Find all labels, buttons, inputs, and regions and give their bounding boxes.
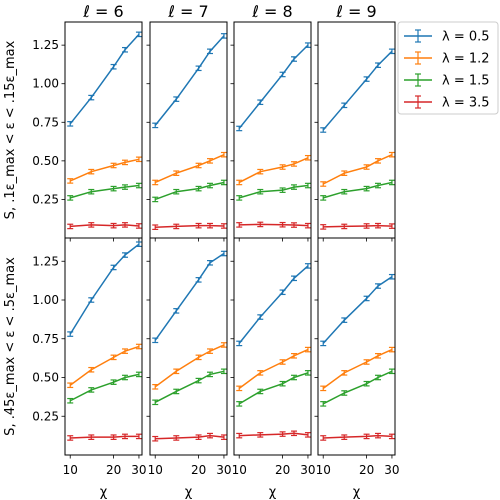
series-line-2 xyxy=(323,181,393,199)
x-tick-label: 30 xyxy=(131,463,146,477)
x-tick-label: 20 xyxy=(359,463,374,477)
series-line-2 xyxy=(70,184,140,199)
y-tick-label: 1.25 xyxy=(32,38,59,52)
subplot-frame xyxy=(317,21,396,239)
x-tick-label: 10 xyxy=(316,463,331,477)
x-axis-title: χ xyxy=(269,485,277,500)
series-line-1 xyxy=(69,345,140,386)
column-title: ℓ = 7 xyxy=(167,2,208,21)
series-line-1 xyxy=(238,348,309,389)
subplot-r1-c2: 10 20 30 xyxy=(230,237,316,477)
series-line-0 xyxy=(238,44,309,129)
legend-label-1: λ = 1.2 xyxy=(442,52,490,67)
y-tick-label: 0.75 xyxy=(32,115,59,129)
series-line-3 xyxy=(155,434,225,440)
series-line-2 xyxy=(239,184,309,199)
x-tick-label: 10 xyxy=(232,463,247,477)
y-axis-title: S, .45ε_max < ε < .5ε_max xyxy=(3,257,18,436)
column-title: ℓ = 6 xyxy=(82,2,123,21)
subplot-r0-c2 xyxy=(230,21,312,242)
legend-frame xyxy=(397,21,499,115)
subplot-frame xyxy=(64,237,143,456)
subplot-r0-c0: 0.25 0.50 0.75 1.00 1.25 xyxy=(32,21,143,242)
x-axis-title: χ xyxy=(185,485,193,500)
x-axis-title: χ xyxy=(353,485,361,500)
y-tick-label: 1.25 xyxy=(32,254,59,268)
series-line-3 xyxy=(70,224,140,228)
subplot-frame xyxy=(149,237,228,456)
series-line-3 xyxy=(323,224,392,228)
series-line-3 xyxy=(323,434,392,439)
legend-label-3: λ = 3.5 xyxy=(442,96,490,111)
y-tick-label: 1.00 xyxy=(32,77,59,91)
subplot-r1-c3: 10 20 30 xyxy=(314,237,400,477)
series-line-2 xyxy=(322,370,393,405)
y-tick-label: 0.50 xyxy=(32,154,59,168)
legend-label-0: λ = 0.5 xyxy=(442,30,490,45)
subplot-grid: ℓ = 6 ℓ = 7 ℓ = 8 ℓ = 9 S, .1ε_max < ε < .15… xyxy=(3,2,400,500)
subplot-frame xyxy=(317,237,396,456)
x-axis-title: χ xyxy=(100,485,108,500)
series-line-0 xyxy=(322,276,393,344)
series-line-0 xyxy=(154,252,225,341)
series-line-3 xyxy=(155,224,224,228)
subplot-frame xyxy=(149,21,228,239)
series-line-2 xyxy=(154,370,225,403)
subplot-frame xyxy=(64,21,143,239)
series-line-1 xyxy=(322,154,393,185)
series-line-1 xyxy=(154,344,225,388)
x-tick-label: 10 xyxy=(148,463,163,477)
y-axis-title: S, .1ε_max < ε < .15ε_max xyxy=(3,40,18,219)
legend-label-2: λ = 1.5 xyxy=(442,74,490,89)
x-tick-label: 20 xyxy=(275,463,290,477)
series-line-0 xyxy=(69,33,140,125)
subplot-r0-c3 xyxy=(314,21,396,242)
subplot-frame xyxy=(233,237,312,456)
series-line-3 xyxy=(70,435,139,439)
series-line-1 xyxy=(322,348,393,389)
series-line-0 xyxy=(322,50,393,131)
series-line-2 xyxy=(154,181,225,201)
column-title: ℓ = 9 xyxy=(335,2,376,21)
y-tick-label: 0.75 xyxy=(32,332,59,346)
series-line-3 xyxy=(239,432,309,437)
x-tick-label: 30 xyxy=(300,463,315,477)
x-tick-label: 20 xyxy=(191,463,206,477)
series-line-0 xyxy=(154,35,225,126)
y-tick-label: 0.50 xyxy=(32,371,59,385)
series-line-0 xyxy=(69,243,140,335)
subplot-r1-c0: 0.25 0.50 0.75 1.00 1.25 10 20 30 xyxy=(32,237,147,477)
x-tick-label: 30 xyxy=(216,463,231,477)
subplot-r1-c1: 10 20 30 xyxy=(146,237,232,477)
subplot-r0-c1 xyxy=(146,21,228,242)
y-tick-label: 1.00 xyxy=(32,293,59,307)
series-line-1 xyxy=(69,158,140,182)
column-title: ℓ = 8 xyxy=(251,2,292,21)
series-line-0 xyxy=(238,265,309,344)
x-tick-label: 10 xyxy=(63,463,78,477)
series-line-2 xyxy=(238,372,309,405)
series-line-1 xyxy=(154,154,225,184)
x-tick-label: 20 xyxy=(106,463,121,477)
y-tick-label: 0.25 xyxy=(32,409,59,423)
y-tick-label: 0.25 xyxy=(32,192,59,206)
x-tick-label: 30 xyxy=(384,463,399,477)
series-line-3 xyxy=(239,223,308,227)
legend: λ = 0.5 λ = 1.2 λ = 1.5 λ = 3.5 xyxy=(397,21,499,115)
series-line-1 xyxy=(238,157,309,184)
